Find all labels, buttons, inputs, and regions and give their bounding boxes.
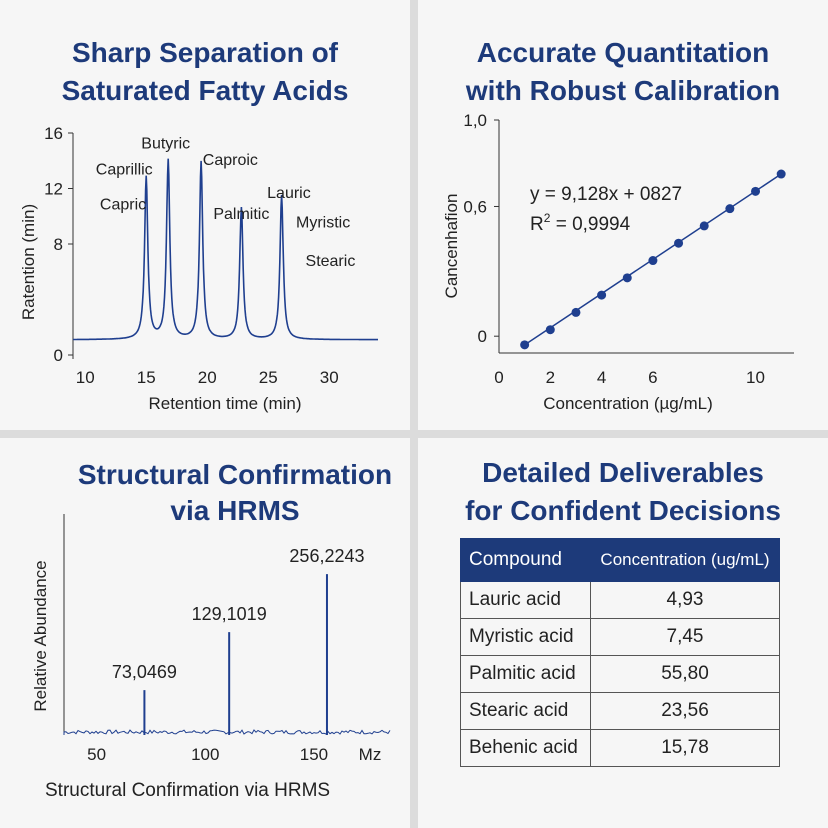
peak-label: Palmitic: [213, 206, 269, 223]
x-tick-label: 10: [746, 368, 765, 387]
concentration-cell: 23,56: [590, 692, 780, 730]
hrms-panel: Structural Confirmation via HRMS 73,0469…: [0, 438, 410, 828]
hrms-title-line2: via HRMS: [170, 495, 300, 526]
peak-label: Capric: [100, 196, 146, 213]
x-tick-label: 4: [597, 368, 606, 387]
data-point: [622, 273, 632, 283]
x-axis-title: Concentration (µg/mL): [543, 394, 712, 413]
peak-label: Caproic: [203, 152, 258, 169]
data-point: [648, 256, 658, 266]
data-point: [545, 325, 555, 335]
deliverables-title-line2: for Confident Decisions: [465, 495, 781, 526]
x-tick-label: 50: [87, 745, 106, 764]
x-tick-label: 150: [300, 745, 328, 764]
table-row: Myristic acid 7,45: [460, 618, 780, 656]
chromatogram-panel: Sharp Separation of Saturated Fatty Acid…: [0, 0, 410, 430]
data-point: [674, 238, 684, 248]
peak-label: Butyric: [141, 135, 190, 152]
x-tick-label: 2: [546, 368, 555, 387]
x-tick-label: 30: [320, 368, 339, 387]
peak-label: Caprillic: [96, 162, 153, 179]
x-tick-label: 25: [259, 368, 278, 387]
data-point: [751, 186, 761, 196]
deliverables-panel: Detailed Deliverables for Confident Deci…: [418, 438, 828, 828]
calibration-chart: y = 9,128x + 0827 R2 = 0,9994 0 0,6 1,0 0 2 4…: [442, 111, 794, 413]
chromatogram-chart: 0 8 12 16 10 15 20 25 30 Capric Caprillic Butyric Ca…: [19, 124, 378, 413]
table-header-row: Compound Concentration (ug/mL): [460, 538, 780, 582]
chromatogram-title-line1: Sharp Separation of: [71, 37, 339, 68]
x-axis-title: Mz: [359, 745, 382, 764]
r-squared: R2 = 0,9994: [530, 211, 631, 235]
peak-label: Myristic: [296, 214, 350, 231]
compound-cell: Myristic acid: [460, 618, 591, 656]
x-tick-label: 6: [648, 368, 657, 387]
peak-mz-label: 256,2243: [289, 546, 364, 566]
concentration-cell: 4,93: [590, 581, 780, 619]
concentration-cell: 7,45: [590, 618, 780, 656]
y-tick-label: 0: [478, 327, 487, 346]
data-point: [699, 221, 709, 231]
hrms-spectrum-chart: 73,0469 129,1019 256,2243 50 100 150 Mz Relativ…: [31, 514, 391, 764]
regression-equation: y = 9,128x + 0827: [530, 184, 682, 205]
x-tick-label: 100: [191, 745, 219, 764]
x-tick-label: 15: [137, 368, 156, 387]
compound-cell: Stearic acid: [460, 692, 591, 730]
calibration-title-line1: Accurate Quantitation: [476, 37, 770, 68]
y-axis-title: Relative Abundance: [31, 560, 50, 711]
data-point: [520, 340, 530, 350]
peak-mz-label: 73,0469: [112, 662, 177, 682]
compound-cell: Palmitic acid: [460, 655, 591, 693]
data-point: [571, 307, 581, 317]
x-tick-label: 20: [198, 368, 217, 387]
y-tick-label: 0: [54, 346, 63, 365]
y-tick-label: 0,6: [463, 197, 487, 216]
peak-label: Lauric: [267, 185, 311, 202]
header-concentration: Concentration (ug/mL): [590, 538, 780, 582]
chromatogram-title-line2: Saturated Fatty Acids: [61, 75, 349, 106]
x-tick-label: 10: [76, 368, 95, 387]
table-row: Palmitic acid 55,80: [460, 655, 780, 693]
peak-mz-label: 129,1019: [192, 604, 267, 624]
calibration-title-line2: with Robust Calibration: [465, 75, 781, 106]
y-axis-title: Cancenhafion: [442, 194, 461, 299]
hrms-title-line1: Structural Confirmation: [77, 459, 393, 490]
chromatogram-trace: [73, 158, 378, 341]
table-row: Lauric acid 4,93: [460, 581, 780, 619]
deliverables-table: Compound Concentration (ug/mL) Lauric ac…: [460, 538, 780, 767]
noise-baseline: [63, 729, 391, 735]
y-tick-label: 16: [44, 124, 63, 143]
data-point: [725, 204, 735, 214]
table-row: Behenic acid 15,78: [460, 729, 780, 767]
y-axis-title: Ratention (min): [19, 204, 38, 320]
compound-cell: Lauric acid: [460, 581, 591, 619]
header-compound: Compound: [460, 538, 591, 582]
data-point: [597, 290, 607, 300]
hrms-caption: Structural Confirmation via HRMS: [45, 780, 331, 801]
deliverables-title-line1: Detailed Deliverables: [482, 457, 764, 488]
peak-label: Stearic: [306, 253, 356, 270]
concentration-cell: 15,78: [590, 729, 780, 767]
calibration-panel: Accurate Quantitation with Robust Calibr…: [418, 0, 828, 430]
data-point: [776, 169, 786, 179]
x-axis-title: Retention time (min): [148, 394, 301, 413]
x-tick-label: 0: [494, 368, 503, 387]
table-row: Stearic acid 23,56: [460, 692, 780, 730]
y-tick-label: 8: [54, 235, 63, 254]
concentration-cell: 55,80: [590, 655, 780, 693]
y-tick-label: 1,0: [463, 111, 487, 130]
compound-cell: Behenic acid: [460, 729, 591, 767]
y-tick-label: 12: [44, 180, 63, 199]
